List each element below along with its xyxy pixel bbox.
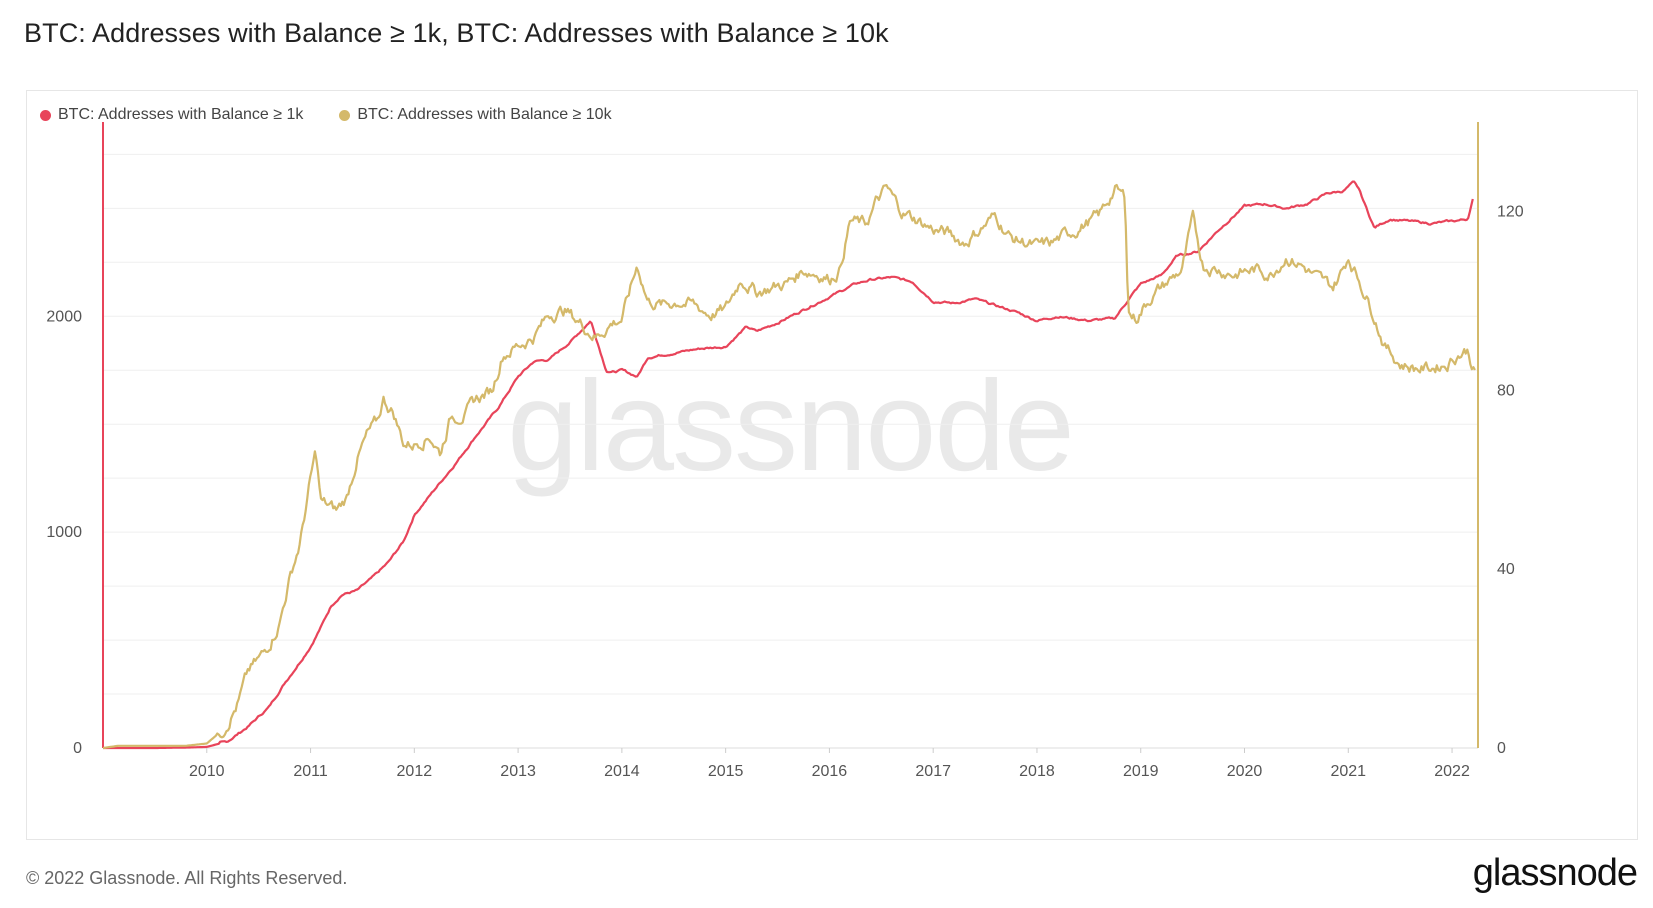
legend-dot-10k (339, 109, 351, 121)
glassnode-logo[interactable]: glassnode (1472, 852, 1638, 894)
x-tick-label: 2019 (1123, 763, 1159, 780)
legend-label-1k: BTC: Addresses with Balance ≥ 1k (58, 106, 304, 123)
series-line-10k (102, 183, 1476, 750)
x-tick-label: 2017 (915, 763, 951, 780)
y-left-tick-label: 1000 (46, 524, 82, 541)
x-tick-label: 2010 (189, 763, 225, 780)
x-tick-label: 2021 (1330, 763, 1366, 780)
x-tick-label: 2022 (1434, 763, 1470, 780)
y-right-tick-label: 0 (1497, 740, 1506, 757)
y-right-tick-label: 120 (1497, 203, 1524, 220)
x-tick-label: 2014 (604, 763, 640, 780)
x-tick-label: 2020 (1227, 763, 1263, 780)
x-tick-label: 2018 (1019, 763, 1055, 780)
y-right-tick-label: 40 (1497, 561, 1515, 578)
x-tick-label: 2015 (708, 763, 744, 780)
y-right-tick-label: 80 (1497, 382, 1515, 399)
legend-item-1k[interactable]: BTC: Addresses with Balance ≥ 1k (40, 106, 303, 124)
page-title: BTC: Addresses with Balance ≥ 1k, BTC: A… (24, 18, 889, 48)
glassnode-watermark: glassnode (507, 355, 1073, 498)
x-tick-label: 2013 (500, 763, 536, 780)
x-tick-label: 2011 (293, 763, 328, 780)
series-line-1k (103, 180, 1474, 750)
chart-legend: BTC: Addresses with Balance ≥ 1k BTC: Ad… (40, 106, 612, 124)
y-left-tick-label: 2000 (46, 308, 82, 325)
legend-dot-1k (40, 109, 51, 121)
footer-copyright: © 2022 Glassnode. All Rights Reserved. (26, 868, 348, 888)
y-left-tick-label: 0 (73, 740, 82, 757)
x-tick-label: 2016 (812, 763, 848, 780)
x-tick-label: 2012 (397, 763, 433, 780)
legend-label-10k: BTC: Addresses with Balance ≥ 10k (357, 106, 612, 123)
legend-item-10k[interactable]: BTC: Addresses with Balance ≥ 10k (339, 106, 612, 124)
